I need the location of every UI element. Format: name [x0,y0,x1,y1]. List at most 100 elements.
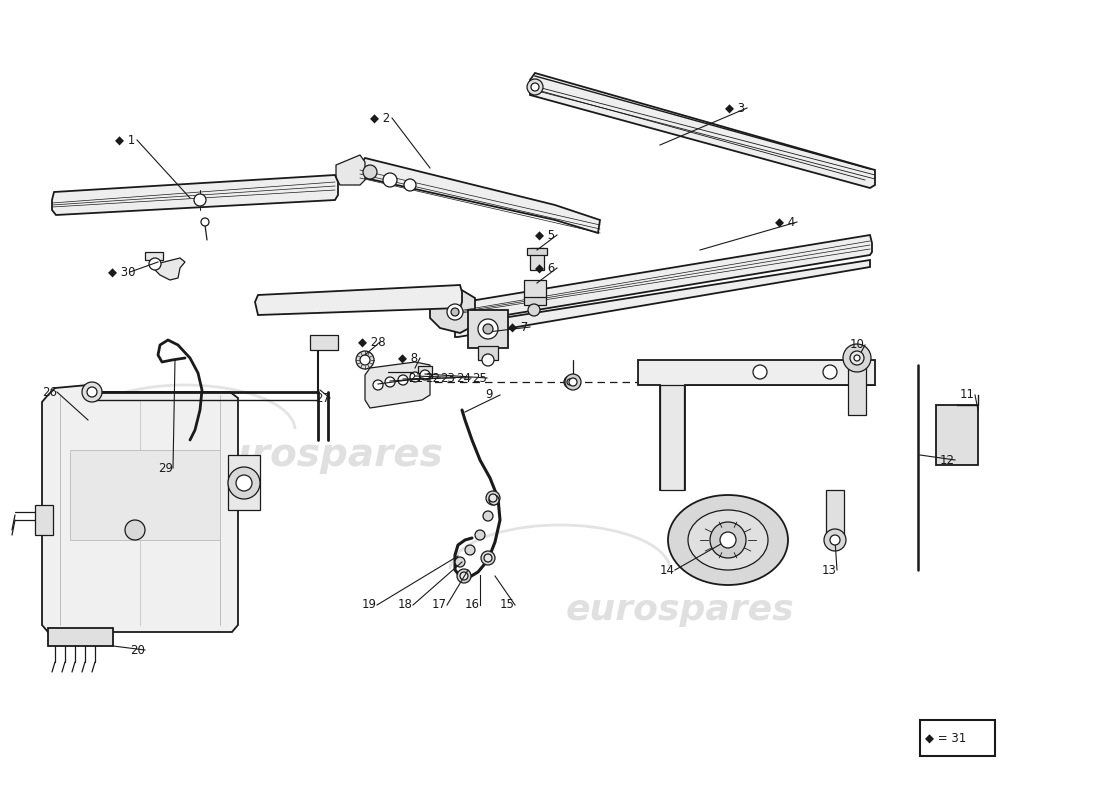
Circle shape [720,532,736,548]
Text: 15: 15 [500,598,515,611]
Circle shape [484,554,492,562]
Circle shape [373,380,383,390]
Circle shape [830,535,840,545]
Bar [660,385,684,490]
Text: 10: 10 [850,338,865,351]
Circle shape [482,354,494,366]
Ellipse shape [688,510,768,570]
Text: 29: 29 [158,462,173,474]
Circle shape [451,308,459,316]
Circle shape [125,520,145,540]
Bar [524,280,546,298]
Polygon shape [336,155,365,185]
Circle shape [490,494,497,502]
Circle shape [456,569,471,583]
Circle shape [194,194,206,206]
Circle shape [82,382,102,402]
Circle shape [823,365,837,379]
Text: 19: 19 [362,598,377,611]
Bar [468,310,508,348]
Polygon shape [255,285,462,315]
Polygon shape [42,385,238,632]
Text: 9: 9 [485,389,493,402]
Circle shape [410,372,420,382]
Text: 26: 26 [42,386,57,398]
Circle shape [490,495,499,505]
Circle shape [527,79,543,95]
Text: eurospares: eurospares [197,436,443,474]
Text: ◆ 28: ◆ 28 [358,335,386,349]
Polygon shape [360,158,600,233]
Circle shape [754,365,767,379]
Bar [145,252,163,260]
Polygon shape [52,175,338,215]
Text: 17: 17 [432,598,447,611]
Text: ◆ 1: ◆ 1 [116,134,135,146]
Bar [310,335,338,350]
Circle shape [528,304,540,316]
Circle shape [236,475,252,491]
Circle shape [483,324,493,334]
Circle shape [385,377,395,387]
Polygon shape [430,289,475,333]
Circle shape [465,545,475,555]
Text: 16: 16 [465,598,480,611]
Bar [524,297,546,305]
Circle shape [356,351,374,369]
Circle shape [486,491,500,505]
Text: ◆ 8: ◆ 8 [398,351,418,365]
Circle shape [531,83,539,91]
Polygon shape [455,260,870,337]
Text: 18: 18 [398,598,412,611]
Text: ◆ 2: ◆ 2 [370,111,390,125]
Text: ◆ 30: ◆ 30 [108,266,135,278]
Ellipse shape [668,495,788,585]
Text: 21: 21 [408,371,424,385]
Circle shape [447,304,463,320]
Text: 12: 12 [940,454,955,466]
Bar [228,455,260,510]
Text: 25: 25 [472,371,487,385]
Text: ◆ = 31: ◆ = 31 [925,731,966,745]
Bar [826,490,844,540]
Polygon shape [638,360,875,490]
Polygon shape [365,362,430,408]
Circle shape [565,374,581,390]
Text: 24: 24 [456,371,471,385]
Bar [920,720,996,756]
Text: 23: 23 [440,371,455,385]
Circle shape [564,376,576,388]
Circle shape [478,319,498,339]
Circle shape [201,218,209,226]
Text: ◆ 7: ◆ 7 [508,321,528,334]
Text: eurospares: eurospares [565,593,794,627]
Circle shape [398,375,408,385]
Circle shape [383,173,397,187]
Bar [936,405,978,465]
Bar [70,450,220,540]
Bar [848,360,866,415]
Circle shape [363,165,377,179]
Circle shape [360,355,370,365]
Circle shape [420,370,430,380]
Text: ◆ 4: ◆ 4 [776,215,795,229]
Text: ◆ 6: ◆ 6 [535,262,556,274]
Text: 20: 20 [130,643,145,657]
Polygon shape [530,73,874,188]
Circle shape [460,572,467,580]
Circle shape [850,351,864,365]
Polygon shape [455,235,872,323]
Bar [478,346,498,360]
Circle shape [148,258,161,270]
Text: ◆ 3: ◆ 3 [725,102,745,114]
Bar [35,505,53,535]
Circle shape [87,387,97,397]
Circle shape [475,530,485,540]
Circle shape [483,511,493,521]
Polygon shape [155,258,185,280]
Circle shape [854,355,860,361]
Text: 27: 27 [315,391,330,405]
Text: 13: 13 [822,563,837,577]
Circle shape [843,344,871,372]
Text: 22: 22 [425,371,440,385]
